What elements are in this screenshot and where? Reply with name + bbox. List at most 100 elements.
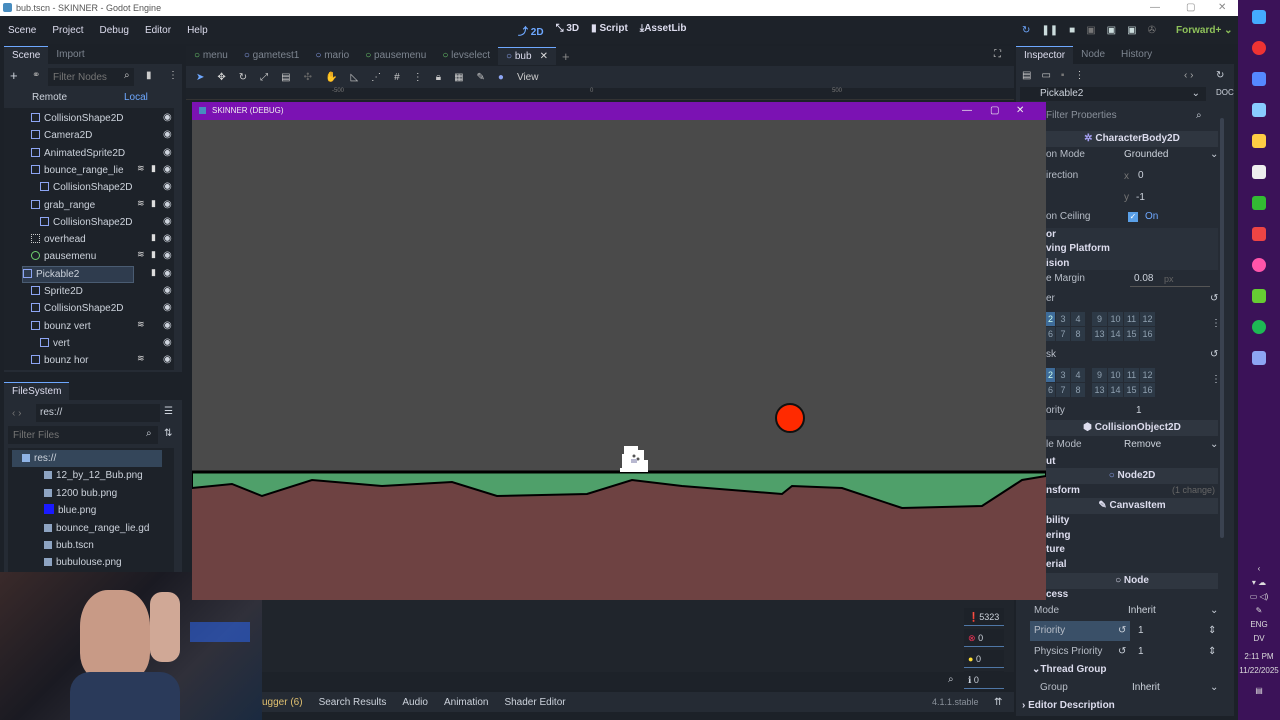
menu-scene[interactable]: Scene: [8, 24, 37, 36]
property-group[interactable]: ision: [1046, 258, 1070, 269]
keyboard-layout[interactable]: DV: [1253, 634, 1265, 643]
layer-cell[interactable]: 10: [1108, 368, 1123, 382]
layer-cell[interactable]: 12: [1140, 368, 1155, 382]
tree-node[interactable]: Camera2D: [31, 127, 92, 144]
file-item[interactable]: bubulouse.png: [44, 554, 122, 571]
section-canvasitem[interactable]: ✎ CanvasItem: [1046, 498, 1218, 514]
bone-icon[interactable]: ✎: [476, 71, 485, 83]
history-nav-icon[interactable]: ‹ ›: [1184, 70, 1194, 81]
open-folder-icon[interactable]: ▭: [1041, 70, 1051, 81]
property-row[interactable]: er: [1030, 289, 1220, 309]
layer-cell[interactable]: 12: [1140, 312, 1155, 326]
back-icon[interactable]: ‹ ›: [12, 408, 22, 419]
clock-date[interactable]: 11/22/2025: [1239, 666, 1279, 675]
scene-tab-gametest1[interactable]: ○ gametest1: [236, 47, 308, 65]
layer-cell[interactable]: 7: [1056, 327, 1070, 341]
visibility-eye-icon[interactable]: ◉: [163, 354, 172, 366]
property-group[interactable]: ture: [1046, 544, 1065, 555]
game-window[interactable]: SKINNER (DEBUG) — ▢ ✕: [192, 102, 1046, 600]
ruler-tool-icon[interactable]: ◺: [350, 71, 359, 83]
game-canvas[interactable]: [192, 120, 1046, 600]
visibility-eye-icon[interactable]: ◉: [163, 319, 172, 331]
signal-icon[interactable]: ≋: [137, 318, 145, 329]
grid-snap-icon[interactable]: #: [394, 71, 400, 83]
tab-scene[interactable]: Scene: [4, 46, 49, 64]
nvidia-icon[interactable]: [1252, 289, 1266, 303]
layer-cell[interactable]: 16: [1140, 383, 1155, 397]
close-tab-icon[interactable]: ✕: [539, 51, 548, 62]
mode-assetlib-button[interactable]: ⤓AssetLib: [639, 22, 687, 34]
tab-filesystem[interactable]: FileSystem: [4, 382, 70, 400]
mode-3d-button[interactable]: ⤡ 3D: [555, 22, 580, 34]
minimize-button[interactable]: —: [1150, 2, 1160, 13]
layer-cell[interactable]: 16: [1140, 327, 1155, 341]
signal-icon[interactable]: ≋: [137, 197, 145, 208]
game-minimize-button[interactable]: —: [962, 105, 972, 116]
thread-group[interactable]: ⌄Thread Group: [1032, 664, 1107, 675]
tree-node[interactable]: pausemenu: [31, 248, 96, 265]
property-row[interactable]: Priority 1 ⇕ ↺: [1030, 621, 1216, 641]
clock-time[interactable]: 2:11 PM: [1244, 652, 1274, 661]
scene-tab-bub[interactable]: ○ bub ✕: [498, 47, 556, 65]
tree-node[interactable]: Sprite2D: [31, 283, 83, 300]
tree-node[interactable]: bounz vert: [31, 318, 91, 335]
network-volume-icons[interactable]: ▭ ◁): [1249, 592, 1269, 601]
layer-cell[interactable]: 13: [1092, 383, 1107, 397]
mode-2d-button[interactable]: ⤴ 2D: [518, 26, 544, 38]
layer-cell[interactable]: 6: [1046, 383, 1055, 397]
property-row[interactable]: on Mode Grounded ⌄: [1030, 145, 1220, 165]
property-row[interactable]: Mode Inherit ⌄: [1030, 601, 1220, 621]
show-hidden-icons[interactable]: ‹: [1257, 564, 1261, 573]
visibility-eye-icon[interactable]: ◉: [163, 112, 172, 123]
app-icon[interactable]: [1252, 165, 1266, 179]
scale-tool-icon[interactable]: ⤢: [260, 71, 269, 83]
property-row[interactable]: le Mode Remove ⌄: [1030, 435, 1220, 455]
tree-node[interactable]: CollisionShape2D: [40, 179, 133, 196]
layer-grid[interactable]: 9 10 11 12 13 14 15 16: [1092, 312, 1155, 341]
reload-icon[interactable]: ↻: [1022, 24, 1031, 36]
layer-cell[interactable]: 11: [1124, 368, 1139, 382]
rotate-tool-icon[interactable]: ↻: [238, 71, 248, 83]
property-group[interactable]: erial: [1046, 559, 1067, 570]
osu-icon[interactable]: [1252, 258, 1266, 272]
add-node-button[interactable]: +: [10, 68, 18, 83]
filter-nodes-input[interactable]: [48, 68, 134, 86]
more-icon[interactable]: ⋮: [1211, 374, 1221, 385]
camera-override-icon[interactable]: ●: [497, 71, 504, 83]
more-icon[interactable]: ⋮: [1074, 70, 1085, 81]
movie-maker-icon[interactable]: ✇: [1147, 24, 1156, 36]
more-icon[interactable]: ⋮: [412, 71, 423, 83]
layer-cell[interactable]: 8: [1071, 327, 1085, 341]
file-item[interactable]: res://: [12, 450, 162, 467]
revert-icon[interactable]: ↺: [1210, 293, 1219, 304]
local-tab[interactable]: Local: [124, 92, 148, 103]
editor-description[interactable]: › Editor Description: [1022, 700, 1115, 711]
group-icon[interactable]: ▦: [454, 71, 464, 83]
revert-icon[interactable]: ↺: [1118, 625, 1127, 636]
scrollbar[interactable]: [1220, 118, 1224, 538]
layer-cell[interactable]: 2: [1046, 312, 1055, 326]
margin-slider[interactable]: [1130, 286, 1210, 287]
visibility-eye-icon[interactable]: ◉: [163, 198, 172, 210]
filter-files-input[interactable]: [8, 426, 158, 444]
layer-cell[interactable]: 13: [1092, 327, 1107, 341]
spinner-icon[interactable]: ⇕: [1208, 646, 1217, 657]
tab-inspector[interactable]: Inspector: [1016, 46, 1074, 64]
section-node[interactable]: ○ Node: [1046, 573, 1218, 589]
dropdown-chevron-icon[interactable]: ⌄: [1210, 439, 1219, 450]
smart-snap-icon[interactable]: ⋰: [371, 71, 382, 83]
layer-cell[interactable]: 11: [1124, 312, 1139, 326]
signal-icon[interactable]: ≋: [137, 353, 145, 364]
property-row[interactable]: Group Inherit ⌄: [1030, 678, 1220, 698]
visibility-eye-icon[interactable]: ◉: [163, 129, 172, 141]
menu-help[interactable]: Help: [187, 24, 208, 36]
section-node2d[interactable]: ○ Node2D: [1046, 468, 1218, 484]
mode-script-button[interactable]: ▮ Script: [591, 22, 628, 34]
dropdown-chevron-icon[interactable]: ⌄: [1210, 682, 1219, 693]
tree-node[interactable]: AnimatedSprite2D: [31, 145, 125, 162]
steam-icon[interactable]: [1252, 103, 1266, 117]
opera-icon[interactable]: [1252, 41, 1266, 55]
file-item[interactable]: blue.png: [44, 502, 96, 519]
visibility-eye-icon[interactable]: ◉: [163, 267, 172, 279]
tree-node[interactable]: bounce_range_lie: [31, 162, 124, 179]
